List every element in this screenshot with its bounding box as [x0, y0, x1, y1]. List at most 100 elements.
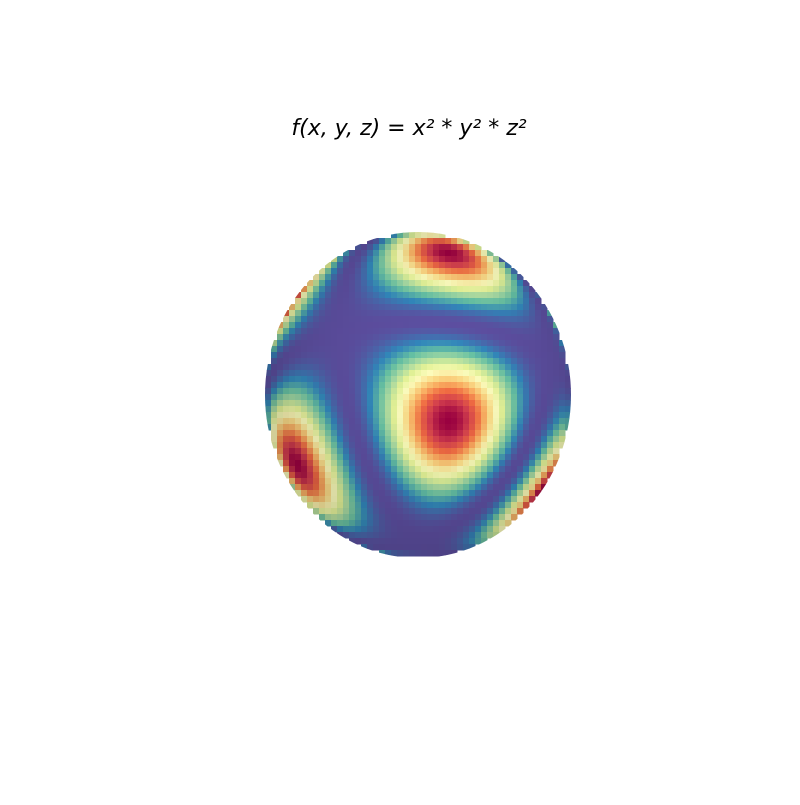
surface-patch — [541, 406, 548, 413]
surface-patch — [475, 280, 482, 287]
surface-patch — [421, 496, 428, 503]
surface-patch — [415, 472, 422, 479]
surface-patch — [331, 490, 338, 497]
surface-patch — [439, 286, 446, 293]
surface-patch — [505, 442, 512, 449]
surface-patch — [301, 436, 308, 443]
surface-patch — [445, 334, 452, 341]
surface-patch — [277, 346, 284, 353]
surface-patch — [385, 418, 392, 425]
surface-patch — [307, 334, 314, 341]
surface-patch — [493, 490, 500, 497]
surface-patch — [397, 346, 404, 353]
surface-patch — [463, 310, 470, 317]
surface-patch — [499, 352, 506, 359]
surface-patch — [391, 292, 398, 299]
surface-patch — [493, 496, 500, 503]
surface-patch — [301, 400, 308, 407]
surface-patch — [283, 346, 290, 353]
surface-patch — [337, 484, 344, 491]
surface-patch — [451, 436, 458, 443]
surface-patch — [361, 502, 368, 509]
surface-patch — [499, 388, 506, 395]
surface-patch — [481, 352, 488, 359]
surface-patch — [499, 256, 506, 263]
surface-patch — [397, 538, 404, 545]
surface-patch — [499, 442, 506, 449]
surface-patch — [343, 466, 350, 473]
surface-patch — [331, 322, 338, 329]
surface-patch — [445, 436, 452, 443]
surface-patch — [397, 280, 404, 287]
surface-patch — [475, 358, 482, 365]
surface-patch — [307, 316, 314, 323]
surface-patch — [367, 400, 374, 407]
surface-patch — [385, 244, 392, 251]
surface-patch — [409, 316, 416, 323]
surface-patch — [505, 490, 512, 497]
surface-patch — [439, 388, 446, 395]
surface-patch — [517, 310, 524, 317]
surface-patch — [529, 304, 536, 311]
surface-patch — [481, 466, 488, 473]
surface-patch — [415, 484, 422, 491]
surface-patch — [373, 406, 380, 413]
surface-patch — [553, 346, 560, 353]
surface-patch — [319, 388, 326, 395]
surface-patch — [421, 442, 428, 449]
surface-patch — [487, 502, 494, 509]
surface-patch — [403, 382, 410, 389]
surface-patch — [553, 370, 560, 377]
surface-patch — [337, 460, 344, 467]
surface-patch — [337, 256, 344, 263]
surface-patch — [511, 364, 518, 371]
surface-patch — [433, 256, 440, 263]
surface-patch — [451, 502, 458, 509]
surface-patch — [517, 502, 524, 509]
surface-patch — [445, 460, 452, 467]
surface-patch — [493, 388, 500, 395]
surface-patch — [493, 424, 500, 431]
surface-patch — [331, 352, 338, 359]
surface-patch — [391, 346, 398, 353]
surface-patch — [469, 364, 476, 371]
surface-patch — [403, 436, 410, 443]
surface-patch — [349, 322, 356, 329]
surface-patch — [547, 328, 554, 335]
surface-patch — [397, 256, 404, 263]
surface-patch — [457, 280, 464, 287]
surface-patch — [271, 376, 278, 383]
surface-patch — [457, 442, 464, 449]
surface-patch — [481, 322, 488, 329]
surface-patch — [283, 406, 290, 413]
surface-patch — [523, 466, 530, 473]
surface-patch — [445, 256, 452, 263]
surface-patch — [373, 328, 380, 335]
surface-patch — [313, 508, 320, 515]
surface-patch — [427, 424, 434, 431]
surface-patch — [439, 316, 446, 323]
surface-patch — [373, 286, 380, 293]
surface-patch — [565, 412, 571, 419]
surface-patch — [535, 328, 542, 335]
surface-patch — [391, 466, 398, 473]
surface-patch — [421, 250, 428, 257]
surface-patch — [355, 436, 362, 443]
surface-patch — [355, 514, 362, 521]
surface-patch — [511, 286, 518, 293]
surface-patch — [517, 280, 524, 287]
surface-patch — [337, 358, 344, 365]
surface-patch — [361, 292, 368, 299]
surface-patch — [505, 358, 512, 365]
surface-patch — [331, 310, 338, 317]
surface-patch — [469, 538, 476, 545]
surface-patch — [481, 364, 488, 371]
surface-patch — [379, 544, 386, 551]
surface-patch — [337, 286, 344, 293]
surface-patch — [361, 388, 368, 395]
surface-patch — [361, 466, 368, 473]
surface-patch — [397, 496, 404, 503]
surface-patch — [373, 514, 380, 521]
surface-patch — [307, 442, 314, 449]
surface-patch — [415, 550, 422, 557]
